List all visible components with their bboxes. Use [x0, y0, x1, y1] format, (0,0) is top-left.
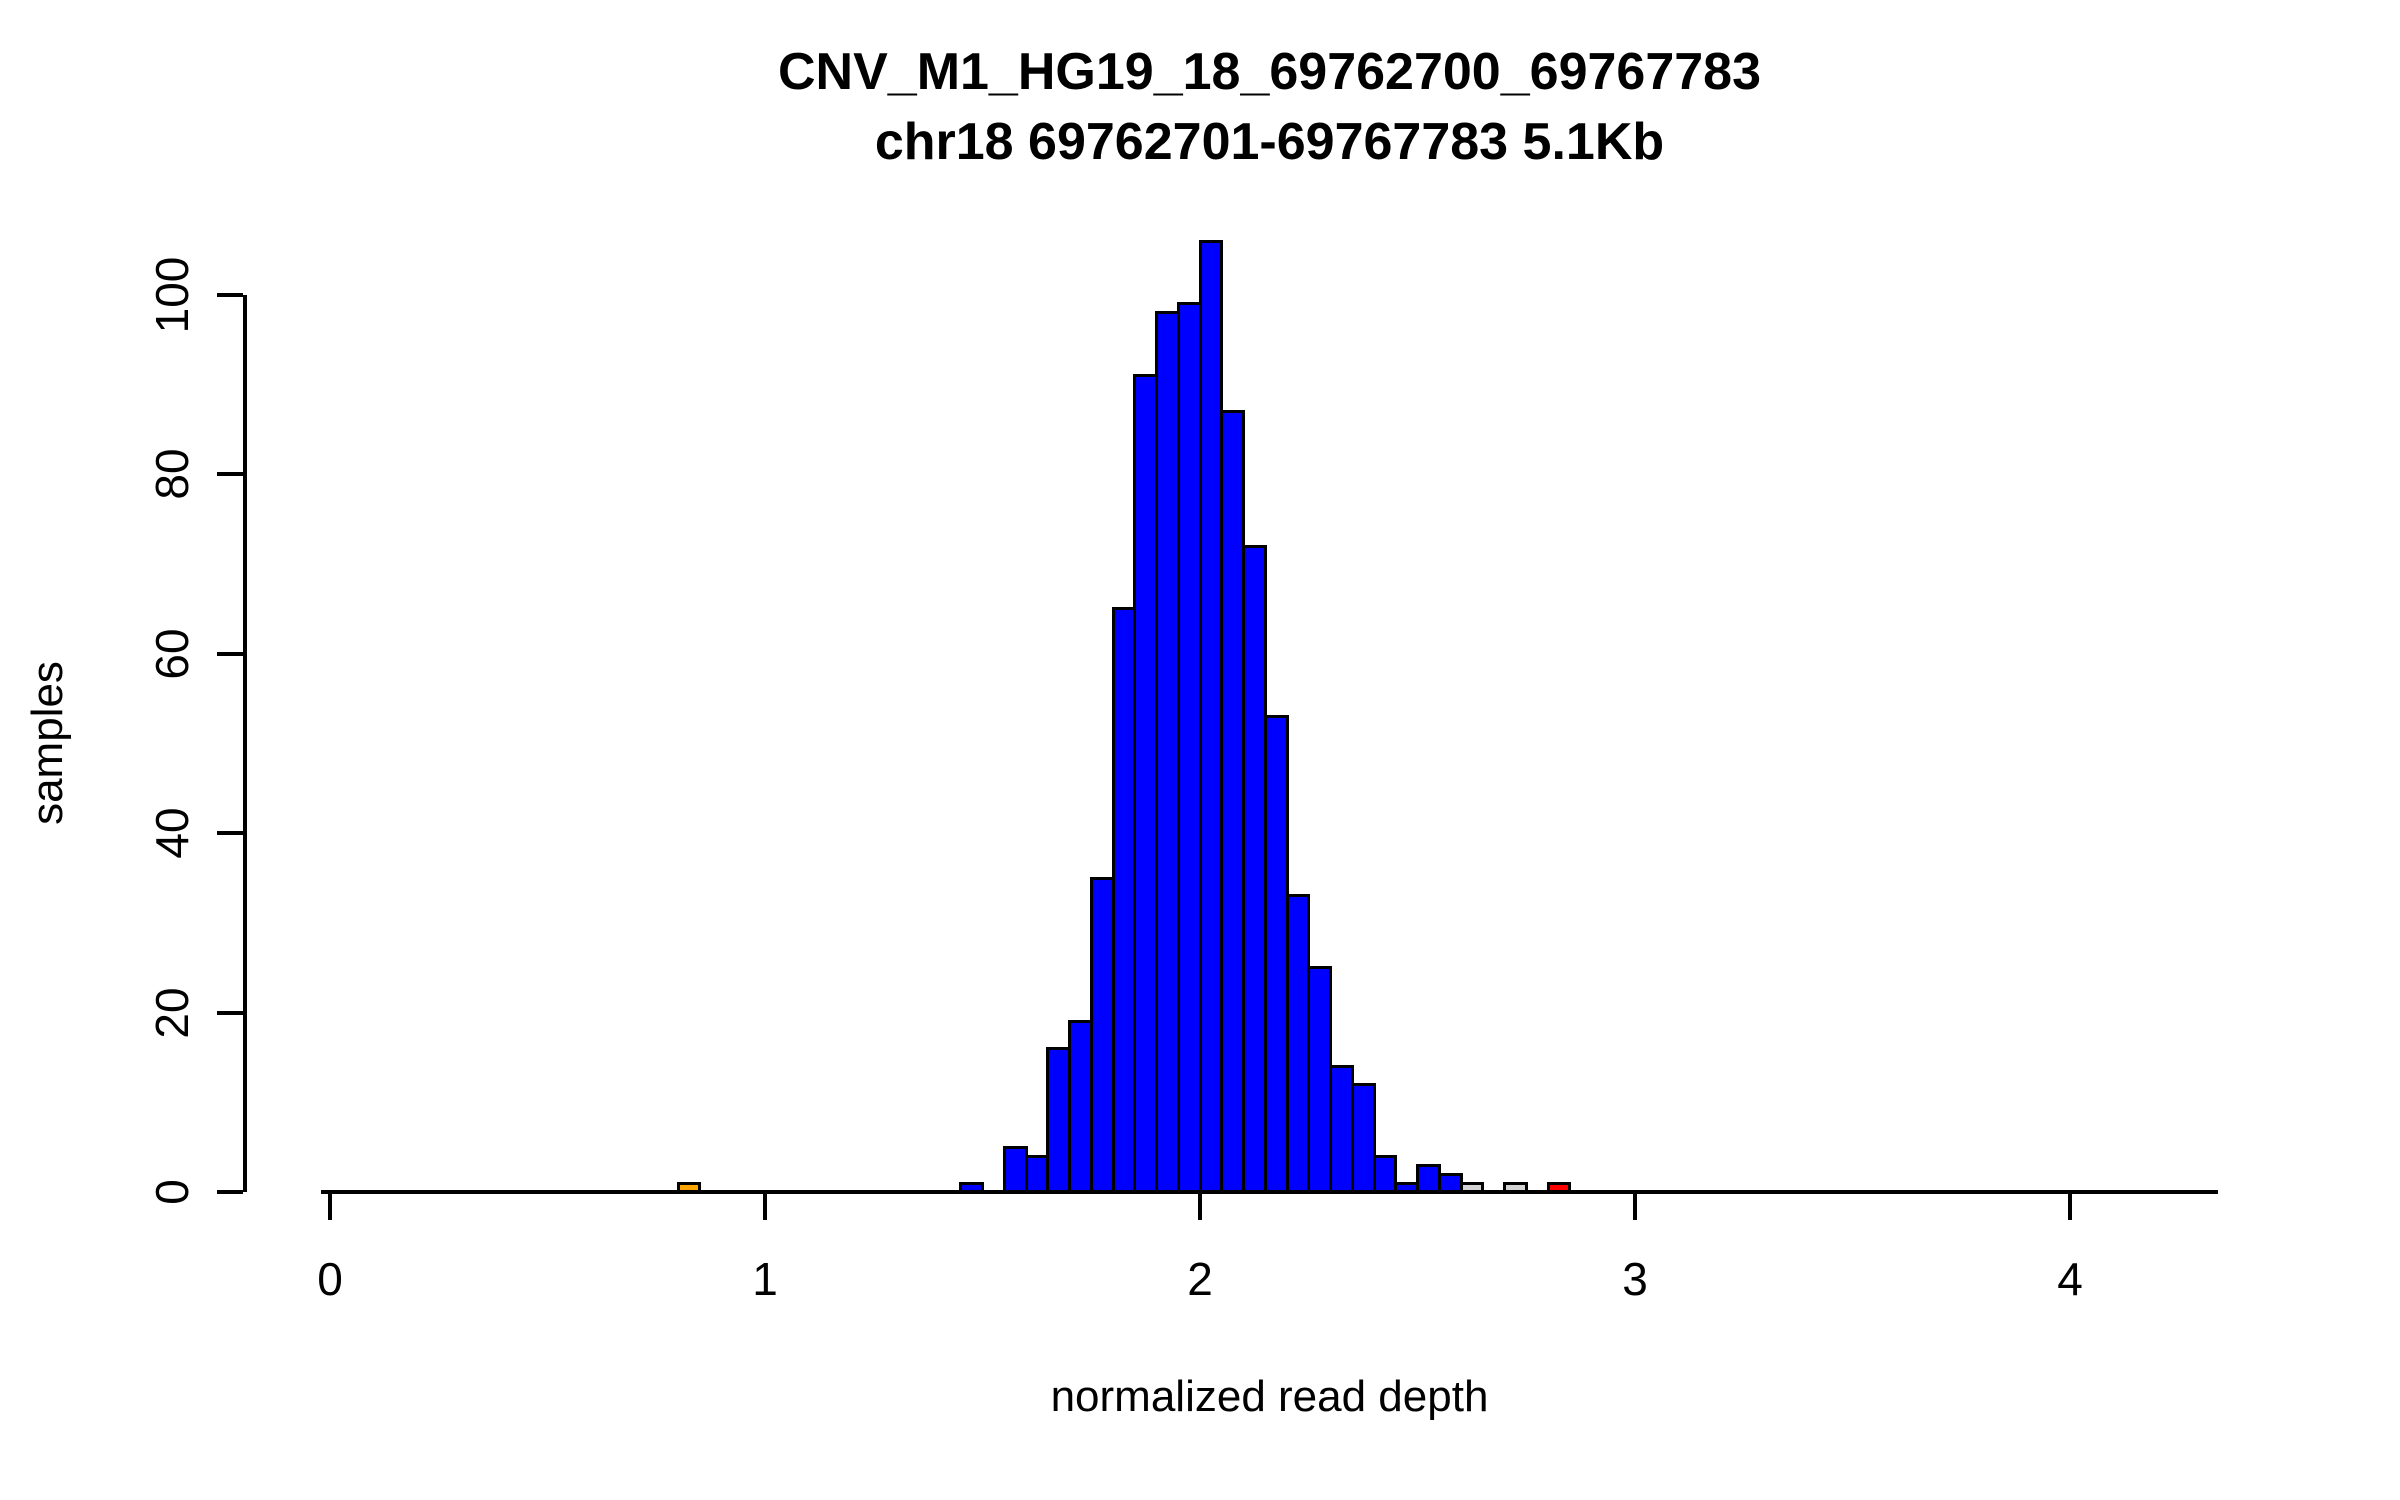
histogram-bar [1176, 302, 1202, 1194]
x-tick-label: 4 [2057, 1253, 2083, 1305]
x-axis-tick [763, 1194, 767, 1220]
y-axis-tick [217, 472, 243, 477]
x-tick-label: 2 [1187, 1253, 1213, 1305]
y-tick-label: 60 [146, 628, 198, 680]
y-tick-label: 20 [146, 987, 198, 1039]
y-axis-label: samples [23, 661, 72, 825]
histogram-bar [1002, 1145, 1028, 1194]
y-axis-tick [217, 1010, 243, 1015]
x-tick-label: 3 [1622, 1253, 1648, 1305]
x-tick-label: 1 [752, 1253, 778, 1305]
x-axis-line [321, 1190, 2218, 1194]
y-axis-tick [217, 1190, 243, 1194]
x-tick-label: 0 [317, 1253, 343, 1305]
histogram-bar [1307, 966, 1332, 1194]
y-axis-tick [217, 831, 243, 836]
x-axis-tick [1633, 1194, 1637, 1220]
y-axis-line [243, 295, 247, 1192]
y-tick-label: 0 [146, 1179, 198, 1205]
y-tick-label: 80 [146, 448, 198, 500]
x-axis-label: normalized read depth [1050, 1372, 1489, 1421]
histogram-bar [1350, 1082, 1376, 1194]
x-axis-tick [328, 1194, 332, 1220]
y-tick-label: 100 [146, 256, 198, 334]
x-axis-tick [1198, 1194, 1202, 1220]
y-tick-label: 40 [146, 807, 198, 859]
x-axis-tick [2068, 1194, 2072, 1220]
y-axis-tick [217, 651, 243, 656]
y-axis-tick [217, 293, 243, 297]
chart-title: CNV_M1_HG19_18_69762700_69767783 [777, 43, 1762, 101]
chart-subtitle: chr18 69762701-69767783 5.1Kb [874, 113, 1665, 171]
